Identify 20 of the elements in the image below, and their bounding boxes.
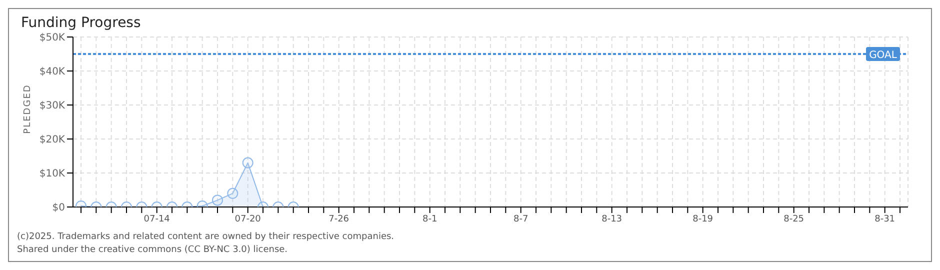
y-axis-title: PLEDGED xyxy=(23,84,33,134)
y-tick-label: $40K xyxy=(39,66,66,78)
x-tick-label: 07-14 xyxy=(144,214,170,224)
text: (c)2025. Trademarks and related content are owned by their respective companies. xyxy=(17,231,394,244)
x-tick-label: 8-13 xyxy=(602,214,622,224)
x-tick-label: 8-31 xyxy=(874,214,896,224)
ref-line-label: GOAL xyxy=(869,50,898,61)
x-tick-label: 8-19 xyxy=(692,214,714,224)
x-tick-label: 7-26 xyxy=(328,214,350,224)
x-tick-label: 8-1 xyxy=(422,214,438,224)
x-tick-label: 07-20 xyxy=(234,214,262,224)
y-tick-label: $10K xyxy=(39,168,66,180)
y-tick-label: $0 xyxy=(52,202,65,214)
x-tick-label: 8-25 xyxy=(784,214,804,224)
chart-title: Funding Progress xyxy=(21,15,141,31)
y-tick-label: $50K xyxy=(39,32,66,44)
y-tick-label: $20K xyxy=(39,134,66,146)
x-tick-label: 8-7 xyxy=(513,214,528,224)
text: Shared under the creative commons (CC BY-NC 3.0) license. xyxy=(17,244,289,257)
y-tick-label: $30K xyxy=(39,100,66,112)
